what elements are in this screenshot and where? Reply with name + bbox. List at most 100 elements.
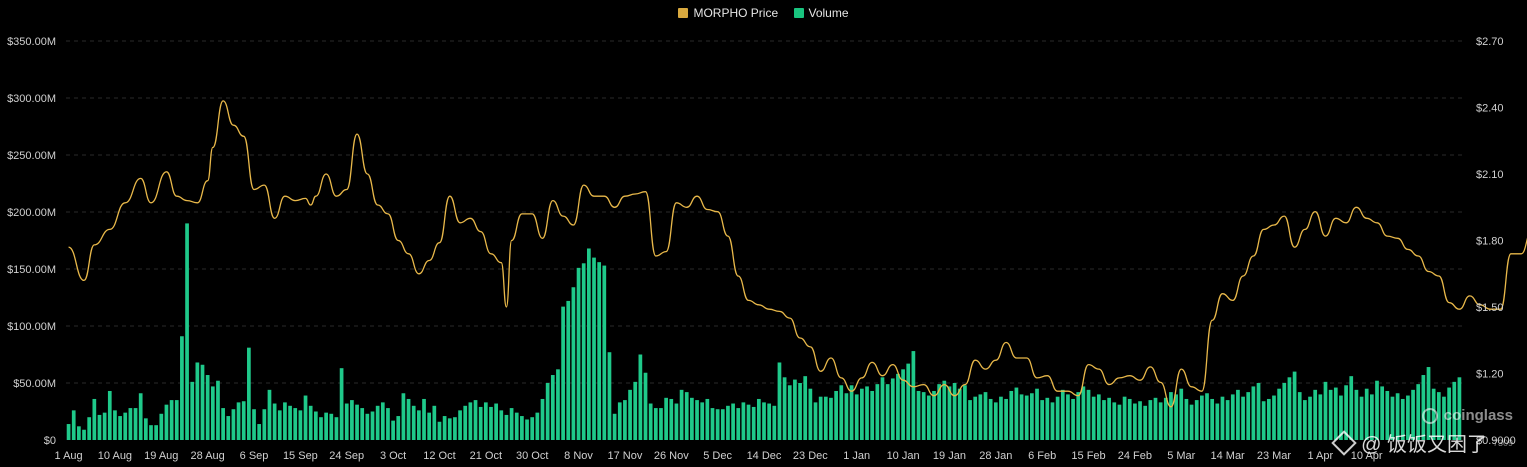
volume-bar [1282, 383, 1287, 440]
volume-bar [334, 417, 339, 440]
volume-bar [623, 400, 627, 440]
y-axis-left: $0 $50.00M $100.00M $150.00M $200.00M $250.00… [7, 36, 56, 447]
volume-bar [1045, 397, 1050, 440]
volume-bar [1421, 375, 1426, 440]
y-left-tick: $0 [44, 435, 56, 447]
x-tick: 5 Dec [703, 450, 732, 462]
volume-bar [865, 386, 869, 440]
volume-bar [1349, 376, 1354, 440]
volume-bar [1457, 377, 1462, 440]
volume-bar [113, 410, 117, 440]
volume-bar [422, 398, 426, 440]
x-tick: 24 Sep [329, 450, 364, 462]
volume-bar [1390, 396, 1395, 440]
y-right-tick: $1.80 [1476, 236, 1504, 248]
volume-bar [1272, 395, 1276, 440]
volume-bar [257, 424, 262, 440]
volume-bar [411, 405, 416, 440]
volume-bar [1308, 396, 1312, 440]
volume-bar [751, 406, 756, 440]
x-tick: 23 Mar [1257, 450, 1292, 462]
volume-bar [1292, 371, 1297, 440]
volume-bar [772, 405, 777, 440]
volume-bar [401, 393, 406, 440]
volume-bar [890, 378, 895, 440]
watermark-handle-text: @ 饭饭又困了 [1361, 434, 1487, 456]
legend-price[interactable]: MORPHO Price [678, 6, 778, 20]
volume-bar [210, 386, 215, 440]
volume-bar [1169, 392, 1173, 440]
y-left-tick: $300.00M [7, 93, 56, 105]
volume-bar [963, 385, 967, 440]
volume-bar [298, 410, 303, 440]
volume-bar [247, 347, 251, 440]
volume-bar [1225, 400, 1230, 440]
volume-bar [1328, 389, 1333, 440]
volume-bar [1117, 404, 1122, 440]
volume-bar [489, 406, 493, 440]
volume-bar [226, 416, 231, 440]
volume-bar [659, 408, 663, 440]
volume-bar [1215, 403, 1220, 440]
volume-bar [787, 385, 792, 440]
legend-volume[interactable]: Volume [793, 6, 849, 20]
volume-bar [1297, 392, 1302, 440]
volume-bar [350, 400, 354, 440]
volume-bar [272, 403, 277, 440]
y-right-tick: $2.70 [1476, 36, 1504, 48]
coinglass-logo-icon [1421, 407, 1438, 424]
volume-bar [1344, 385, 1348, 440]
volume-bar [1153, 397, 1158, 440]
volume-bar [236, 402, 241, 440]
volume-bar [1096, 394, 1101, 440]
volume-bar [1364, 388, 1369, 440]
volume-bar [854, 394, 859, 440]
volume-bar [906, 363, 911, 440]
volume-bar [159, 413, 164, 440]
volume-bar [107, 390, 112, 440]
x-tick: 14 Mar [1210, 450, 1245, 462]
volume-bar [1158, 402, 1163, 440]
legend-price-label: MORPHO Price [693, 6, 779, 20]
volume-bar [1174, 394, 1178, 440]
volume-bar [102, 412, 107, 440]
y-right-tick: $1.50 [1476, 302, 1504, 314]
volume-bar [143, 418, 148, 440]
price-line-path [68, 100, 1527, 408]
volume-bar [1086, 389, 1091, 440]
volume-bar [664, 397, 668, 440]
y-axis-right: $0.9000 $1.20 $1.50 $1.80 $2.10 $2.40 $2.70 [1476, 36, 1516, 447]
volume-bar [1406, 395, 1410, 440]
volume-bar [561, 306, 565, 440]
volume-bar [262, 409, 267, 440]
volume-bar [782, 377, 787, 440]
volume-bar [530, 417, 535, 440]
volume-bar [494, 403, 498, 440]
volume-bar [720, 409, 725, 440]
volume-bar [1241, 396, 1245, 440]
volume-bar [726, 405, 730, 440]
volume-bar [1400, 398, 1405, 440]
volume-bar [767, 403, 772, 440]
y-right-tick: $2.10 [1476, 169, 1504, 181]
volume-bar [1251, 386, 1256, 440]
volume-bar [1426, 367, 1431, 440]
volume-bar [602, 265, 607, 440]
volume-bar [700, 402, 705, 440]
volume-bar [1442, 396, 1446, 440]
volume-bar [978, 394, 983, 440]
volume-bar [1055, 396, 1060, 440]
volume-bar [1380, 386, 1385, 440]
volume-bar [839, 385, 844, 440]
volume-bar [916, 390, 921, 440]
volume-bar [66, 424, 71, 440]
volume-bar [653, 408, 658, 440]
y-left-tick: $200.00M [7, 207, 56, 219]
y-left-tick: $150.00M [7, 264, 56, 276]
volume-bar [92, 398, 97, 440]
volume-bar [504, 414, 509, 440]
volume-bar [128, 408, 133, 440]
y-right-tick: $1.20 [1476, 369, 1504, 381]
volume-bar [1050, 402, 1055, 440]
